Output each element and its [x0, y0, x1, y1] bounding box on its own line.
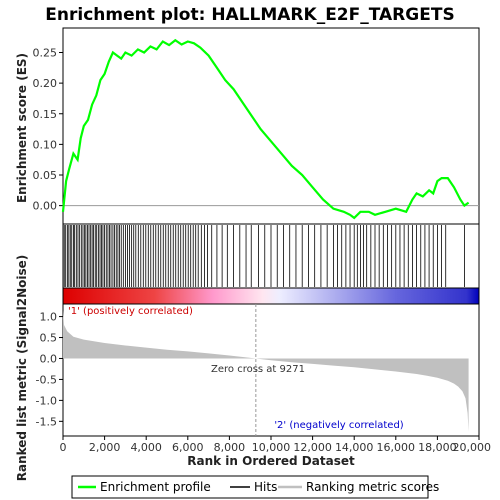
ranking-y-tick-label: 1.0	[40, 311, 58, 324]
x-tick-label: 14,000	[335, 441, 374, 454]
x-tick-label: 20,000	[453, 441, 492, 454]
ranking-panel: 1.0 0.5 0.0 -0.5 -1.0 -1.5 0 2,000 4,000 6,000 8,…	[15, 255, 491, 482]
ranking-y-axis-label: Ranked list metric (Signal2Noise)	[15, 255, 29, 482]
es-y-tick-label: 0.10	[33, 138, 58, 151]
es-y-ticks: 0.25 0.20 0.15 0.10 0.05 0.00	[33, 47, 63, 213]
legend-label-ranking-metric-scores: Ranking metric scores	[306, 480, 439, 494]
x-axis-ticks: 0 2,000 4,000 6,000 8,000 10,000 12,000 14,000 1…	[60, 436, 492, 454]
hit-markers	[63, 225, 465, 287]
ranking-y-tick-label: -1.0	[36, 394, 57, 407]
chart-title: Enrichment plot: HALLMARK_E2F_TARGETS	[45, 5, 454, 25]
ranking-y-ticks: 1.0 0.5 0.0 -0.5 -1.0 -1.5	[36, 311, 63, 428]
x-tick-label: 10,000	[252, 441, 291, 454]
positive-correlation-label: '1' (positively correlated)	[68, 306, 193, 317]
es-y-tick-label: 0.25	[33, 47, 58, 60]
x-tick-label: 0	[60, 441, 67, 454]
ranking-y-tick-label: 0.0	[40, 352, 58, 365]
legend-label-enrichment-profile: Enrichment profile	[100, 480, 211, 494]
es-y-tick-label: 0.15	[33, 108, 58, 121]
es-y-tick-label: 0.20	[33, 77, 58, 90]
hits-panel	[62, 223, 480, 289]
ranking-y-tick-label: -0.5	[36, 373, 57, 386]
es-y-tick-label: 0.05	[33, 169, 58, 182]
es-y-tick-label: 0.00	[33, 200, 58, 213]
ranking-y-tick-label: 0.5	[40, 332, 58, 345]
es-panel-frame	[62, 27, 480, 225]
zero-cross-label: Zero cross at 9271	[211, 364, 305, 375]
ranking-y-tick-label: -1.5	[36, 415, 57, 428]
x-tick-label: 8,000	[214, 441, 246, 454]
x-tick-label: 2,000	[89, 441, 121, 454]
x-tick-label: 18,000	[418, 441, 457, 454]
x-tick-label: 12,000	[293, 441, 332, 454]
ranking-color-band	[62, 287, 480, 305]
es-panel: 0.25 0.20 0.15 0.10 0.05 0.00 Enrichment scor…	[15, 27, 480, 225]
x-tick-label: 6,000	[172, 441, 204, 454]
negative-correlation-label: '2' (negatively correlated)	[274, 420, 403, 431]
legend-label-hits: Hits	[254, 480, 277, 494]
x-tick-label: 4,000	[130, 441, 162, 454]
x-axis-label: Rank in Ordered Dataset	[187, 454, 355, 468]
es-y-axis-label: Enrichment score (ES)	[15, 53, 29, 203]
enrichment-profile-line	[61, 38, 470, 220]
legend: Enrichment profile Hits Ranking metric s…	[71, 475, 439, 499]
x-tick-label: 16,000	[377, 441, 416, 454]
